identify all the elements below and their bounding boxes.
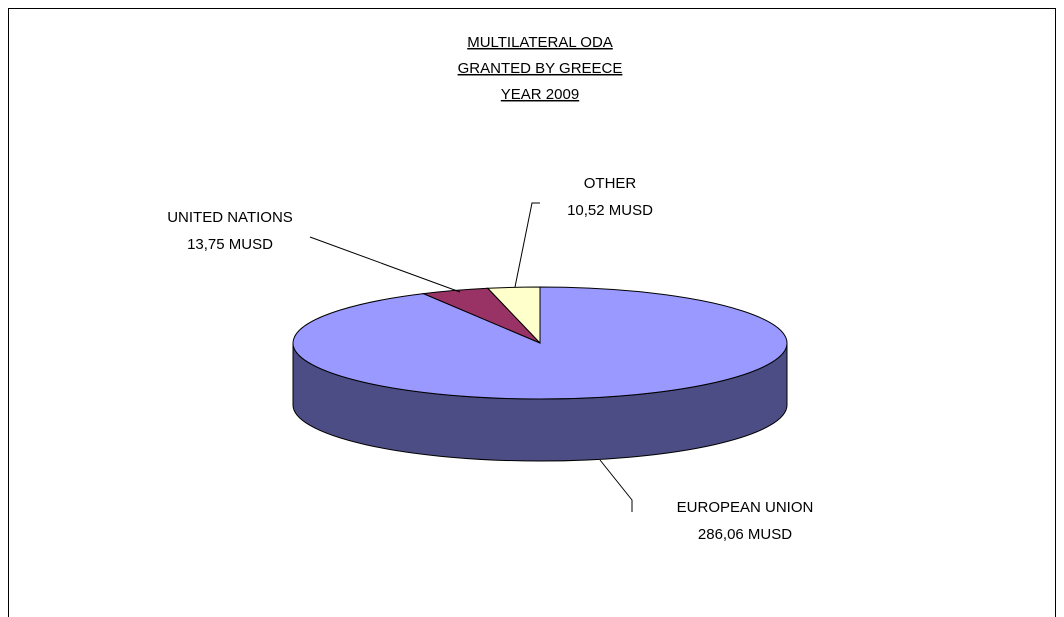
data-label-value: 286,06 MUSD — [698, 526, 792, 543]
data-label-name: UNITED NATIONS — [167, 209, 293, 226]
data-label-name: EUROPEAN UNION — [677, 499, 814, 516]
chart-title: MULTILATERAL ODA — [467, 34, 613, 51]
data-label-value: 13,75 MUSD — [187, 236, 273, 253]
chart-title: GRANTED BY GREECE — [458, 60, 623, 77]
leader-line — [514, 202, 540, 288]
chart-border — [8, 8, 1056, 617]
leader-line — [309, 236, 461, 293]
chart-title: YEAR 2009 — [501, 86, 579, 103]
pie-slice — [486, 286, 541, 345]
data-label-value: 10,52 MUSD — [567, 202, 653, 219]
leader-line — [599, 459, 633, 512]
data-label-name: OTHER — [584, 175, 637, 192]
